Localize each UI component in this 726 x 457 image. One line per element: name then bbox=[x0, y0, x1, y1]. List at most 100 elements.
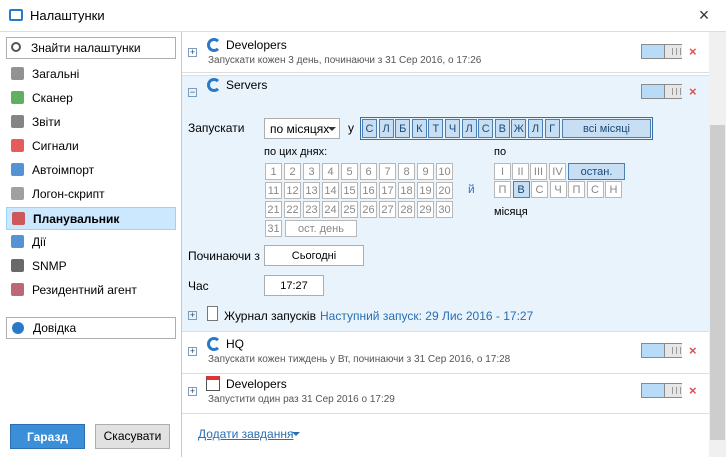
day-toggle[interactable]: 27 bbox=[379, 201, 396, 218]
enable-toggle[interactable] bbox=[641, 343, 682, 358]
task-icon bbox=[206, 376, 220, 391]
scrollbar-thumb[interactable] bbox=[710, 125, 725, 440]
day-toggle[interactable]: 1 bbox=[265, 163, 282, 180]
sidebar-item[interactable]: Звіти bbox=[6, 111, 176, 134]
weekday-toggle[interactable]: В bbox=[512, 181, 530, 198]
day-toggle[interactable]: 10 bbox=[436, 163, 453, 180]
weekday-toggle[interactable]: С bbox=[531, 181, 548, 198]
day-toggle[interactable]: 26 bbox=[360, 201, 377, 218]
expand-toggle[interactable]: + bbox=[188, 386, 197, 396]
day-toggle[interactable]: 9 bbox=[417, 163, 434, 180]
week-toggle[interactable]: IV bbox=[549, 163, 566, 180]
day-toggle[interactable]: 13 bbox=[303, 182, 320, 199]
week-toggle[interactable]: II bbox=[512, 163, 529, 180]
expand-toggle[interactable]: + bbox=[188, 47, 197, 57]
months-frame bbox=[360, 117, 653, 140]
week-toggle[interactable]: остан. bbox=[568, 163, 625, 180]
sidebar-item[interactable]: Загальні bbox=[6, 63, 176, 86]
month-toggle[interactable]: Л bbox=[378, 119, 394, 138]
day-toggle[interactable]: 25 bbox=[341, 201, 358, 218]
expand-toggle[interactable]: + bbox=[188, 310, 197, 320]
toggle-knob bbox=[664, 344, 682, 357]
add-task-link[interactable]: Додати завдання bbox=[198, 427, 294, 441]
weekday-toggle[interactable]: Ч bbox=[549, 181, 567, 198]
month-toggle[interactable]: Ч bbox=[445, 119, 460, 138]
day-toggle[interactable]: 28 bbox=[398, 201, 415, 218]
sidebar-item[interactable]: Дії bbox=[6, 231, 176, 254]
start-button[interactable]: Сьогодні bbox=[264, 245, 364, 266]
delete-button[interactable]: × bbox=[689, 343, 697, 358]
time-input[interactable]: 17:27 bbox=[264, 275, 324, 296]
sidebar-item[interactable]: Планувальник bbox=[6, 207, 176, 230]
sidebar-item[interactable]: Резидентний агент bbox=[6, 279, 176, 302]
help-item[interactable]: Довідка bbox=[6, 317, 176, 339]
month-toggle[interactable]: Л bbox=[528, 119, 543, 138]
expand-toggle[interactable]: − bbox=[188, 87, 197, 97]
day-toggle[interactable]: 15 bbox=[341, 182, 358, 199]
search-box[interactable]: Знайти налаштунки bbox=[6, 37, 176, 59]
day-toggle[interactable]: 16 bbox=[360, 182, 377, 199]
enable-toggle[interactable] bbox=[641, 44, 682, 59]
day-toggle[interactable]: 5 bbox=[341, 163, 358, 180]
month-toggle[interactable]: Ж bbox=[511, 119, 527, 138]
month-toggle[interactable]: В bbox=[494, 119, 510, 138]
day-toggle[interactable]: 14 bbox=[322, 182, 339, 199]
month-toggle[interactable]: К bbox=[411, 119, 427, 138]
frequency-dropdown[interactable]: по місяцях bbox=[264, 118, 340, 139]
day-toggle[interactable]: 6 bbox=[360, 163, 377, 180]
delete-button[interactable]: × bbox=[689, 383, 697, 398]
day-toggle[interactable]: 7 bbox=[379, 163, 396, 180]
sidebar-item[interactable]: Сканер bbox=[6, 87, 176, 110]
day-toggle[interactable]: 4 bbox=[322, 163, 339, 180]
sidebar-item[interactable]: Автоімпорт bbox=[6, 159, 176, 182]
day-toggle[interactable]: 2 bbox=[284, 163, 301, 180]
day-toggle[interactable]: 31 bbox=[265, 220, 282, 237]
month-toggle[interactable]: С bbox=[362, 119, 377, 138]
item-icon bbox=[11, 139, 24, 152]
search-placeholder: Знайти налаштунки bbox=[31, 41, 141, 55]
day-toggle[interactable]: 30 bbox=[436, 201, 453, 218]
day-toggle[interactable]: 19 bbox=[417, 182, 434, 199]
month-toggle[interactable]: Т bbox=[428, 119, 444, 138]
day-toggle[interactable]: 29 bbox=[417, 201, 434, 218]
toggle-knob bbox=[664, 384, 682, 397]
day-toggle[interactable]: 17 bbox=[379, 182, 396, 199]
day-toggle[interactable]: 22 bbox=[284, 201, 301, 218]
day-toggle[interactable]: 8 bbox=[398, 163, 415, 180]
last-day-toggle[interactable]: ост. день bbox=[285, 220, 357, 237]
month-toggle[interactable]: Г bbox=[544, 119, 560, 138]
day-toggle[interactable]: 12 bbox=[284, 182, 301, 199]
weekday-toggle[interactable]: П bbox=[494, 181, 511, 198]
weekday-toggle[interactable]: П bbox=[568, 181, 585, 198]
week-toggle[interactable]: III bbox=[530, 163, 547, 180]
cancel-button[interactable]: Скасувати bbox=[95, 424, 170, 449]
close-button[interactable]: × bbox=[698, 5, 710, 25]
day-toggle[interactable]: 20 bbox=[436, 182, 453, 199]
sidebar-item[interactable]: SNMP bbox=[6, 255, 176, 278]
task-name: Developers bbox=[226, 377, 287, 391]
day-toggle[interactable]: 21 bbox=[265, 201, 282, 218]
week-toggle[interactable]: I bbox=[494, 163, 511, 180]
task-icon bbox=[207, 38, 221, 52]
delete-button[interactable]: × bbox=[689, 44, 697, 59]
enable-toggle[interactable] bbox=[641, 84, 682, 99]
weekday-toggle[interactable]: Н bbox=[605, 181, 622, 198]
month-toggle[interactable]: Л bbox=[461, 119, 477, 138]
month-toggle[interactable]: Б bbox=[395, 119, 411, 138]
all-months-toggle[interactable]: всі місяці bbox=[562, 119, 651, 138]
day-toggle[interactable]: 11 bbox=[265, 182, 282, 199]
day-toggle[interactable]: 24 bbox=[322, 201, 339, 218]
task-icon bbox=[207, 78, 221, 92]
expand-toggle[interactable]: + bbox=[188, 346, 197, 356]
delete-button[interactable]: × bbox=[689, 84, 697, 99]
sidebar-item[interactable]: Сигнали bbox=[6, 135, 176, 158]
weekday-toggle[interactable]: С bbox=[586, 181, 604, 198]
sidebar-item[interactable]: Логон-скрипт bbox=[6, 183, 176, 206]
day-toggle[interactable]: 3 bbox=[303, 163, 320, 180]
day-toggle[interactable]: 23 bbox=[303, 201, 320, 218]
day-toggle[interactable]: 18 bbox=[398, 182, 415, 199]
ok-button[interactable]: Гаразд bbox=[10, 424, 85, 449]
days-label: по цих днях: bbox=[264, 146, 328, 158]
enable-toggle[interactable] bbox=[641, 383, 682, 398]
month-toggle[interactable]: С bbox=[478, 119, 494, 138]
